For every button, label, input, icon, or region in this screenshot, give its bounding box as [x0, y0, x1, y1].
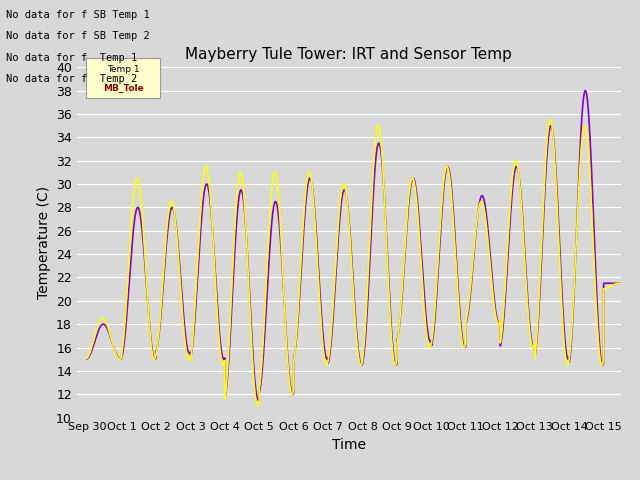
AM25T [307, 178, 315, 184]
Title: Mayberry Tule Tower: IRT and Sensor Temp: Mayberry Tule Tower: IRT and Sensor Temp [186, 47, 512, 62]
Text: No data for f SB Temp 2: No data for f SB Temp 2 [6, 31, 150, 41]
PanelT [307, 177, 315, 182]
PanelT [471, 239, 479, 244]
Line: AM25T: AM25T [87, 91, 620, 400]
Text: Temp 1: Temp 1 [107, 64, 140, 73]
PanelT [547, 117, 554, 123]
PanelT [600, 286, 608, 292]
AM25T [574, 202, 582, 208]
PanelT [83, 355, 91, 361]
X-axis label: Time: Time [332, 438, 366, 452]
AM25T [337, 206, 344, 212]
AM25T [83, 356, 91, 362]
Text: MB_Tole: MB_Tole [103, 84, 143, 93]
AM25T [312, 220, 319, 226]
AM25T [616, 280, 624, 286]
AM25T [471, 242, 479, 248]
AM25T [254, 397, 262, 403]
Text: No data for f SB Temp 1: No data for f SB Temp 1 [6, 10, 150, 20]
PanelT [616, 280, 624, 286]
PanelT [337, 194, 344, 200]
PanelT [574, 205, 582, 211]
Y-axis label: Temperature (C): Temperature (C) [36, 186, 51, 299]
PanelT [312, 228, 319, 233]
AM25T [600, 280, 608, 286]
PanelT [253, 403, 261, 409]
Line: PanelT: PanelT [87, 120, 620, 406]
Text: No data for f  Temp 1: No data for f Temp 1 [6, 53, 138, 63]
AM25T [582, 88, 589, 94]
Text: No data for f  Temp 2: No data for f Temp 2 [6, 74, 138, 84]
